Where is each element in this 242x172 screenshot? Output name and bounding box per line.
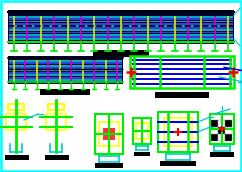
Bar	[93, 50, 149, 57]
Bar	[9, 21, 233, 22]
Bar	[40, 89, 90, 95]
Bar	[225, 127, 232, 134]
Bar	[133, 118, 151, 144]
Bar	[211, 134, 218, 141]
Bar	[105, 60, 106, 82]
Bar	[187, 16, 189, 42]
Bar	[67, 16, 68, 42]
Bar	[24, 60, 26, 82]
Bar	[225, 134, 232, 141]
Bar	[136, 123, 148, 139]
Bar	[116, 60, 118, 82]
Bar	[214, 16, 216, 42]
Bar	[211, 120, 218, 127]
Bar	[133, 16, 135, 42]
Bar	[200, 16, 202, 42]
Bar	[158, 112, 198, 152]
Bar	[93, 16, 95, 42]
Bar	[9, 79, 122, 81]
Bar	[160, 16, 162, 42]
Bar	[9, 29, 233, 31]
Bar	[9, 16, 233, 18]
Bar	[9, 27, 233, 29]
Bar	[45, 155, 69, 160]
Bar	[9, 70, 122, 71]
Bar	[130, 56, 234, 88]
Bar	[93, 60, 95, 82]
Bar	[218, 120, 225, 127]
Bar	[8, 10, 234, 44]
Bar	[47, 60, 49, 82]
Bar	[48, 104, 64, 110]
Bar	[210, 152, 234, 157]
Bar	[53, 16, 55, 42]
Bar	[13, 16, 15, 42]
Bar	[95, 114, 123, 154]
Bar	[9, 65, 122, 67]
Bar	[9, 34, 233, 36]
Bar	[80, 16, 82, 42]
Bar	[9, 62, 122, 64]
Bar	[5, 155, 29, 160]
Bar	[227, 16, 229, 42]
Bar	[9, 67, 122, 69]
Bar	[9, 60, 122, 62]
Bar	[59, 60, 61, 82]
Bar	[99, 122, 119, 146]
Bar	[147, 16, 149, 42]
Bar	[107, 16, 109, 42]
Bar	[134, 152, 150, 156]
Bar	[9, 32, 233, 33]
Bar	[225, 120, 232, 127]
Bar	[9, 77, 122, 79]
Bar	[120, 16, 122, 42]
Bar	[9, 74, 122, 76]
Bar	[82, 60, 84, 82]
Bar	[8, 56, 123, 84]
Bar	[210, 114, 234, 144]
Bar	[218, 134, 225, 141]
Bar	[9, 72, 122, 74]
Bar	[13, 60, 15, 82]
Bar	[218, 127, 225, 134]
Bar	[8, 104, 24, 110]
Bar	[9, 36, 233, 38]
Bar	[6, 114, 26, 130]
Bar	[9, 18, 233, 20]
Bar	[211, 127, 218, 134]
Bar	[95, 163, 123, 168]
Bar	[103, 128, 115, 140]
Bar	[46, 114, 66, 130]
Bar	[155, 92, 209, 98]
Bar	[160, 161, 196, 166]
Bar	[164, 118, 192, 146]
Bar	[26, 16, 28, 42]
Bar	[9, 25, 233, 27]
Bar	[9, 23, 233, 25]
Bar	[40, 16, 42, 42]
Bar	[70, 60, 72, 82]
Bar	[36, 60, 38, 82]
Bar	[9, 38, 233, 40]
Bar	[174, 16, 175, 42]
